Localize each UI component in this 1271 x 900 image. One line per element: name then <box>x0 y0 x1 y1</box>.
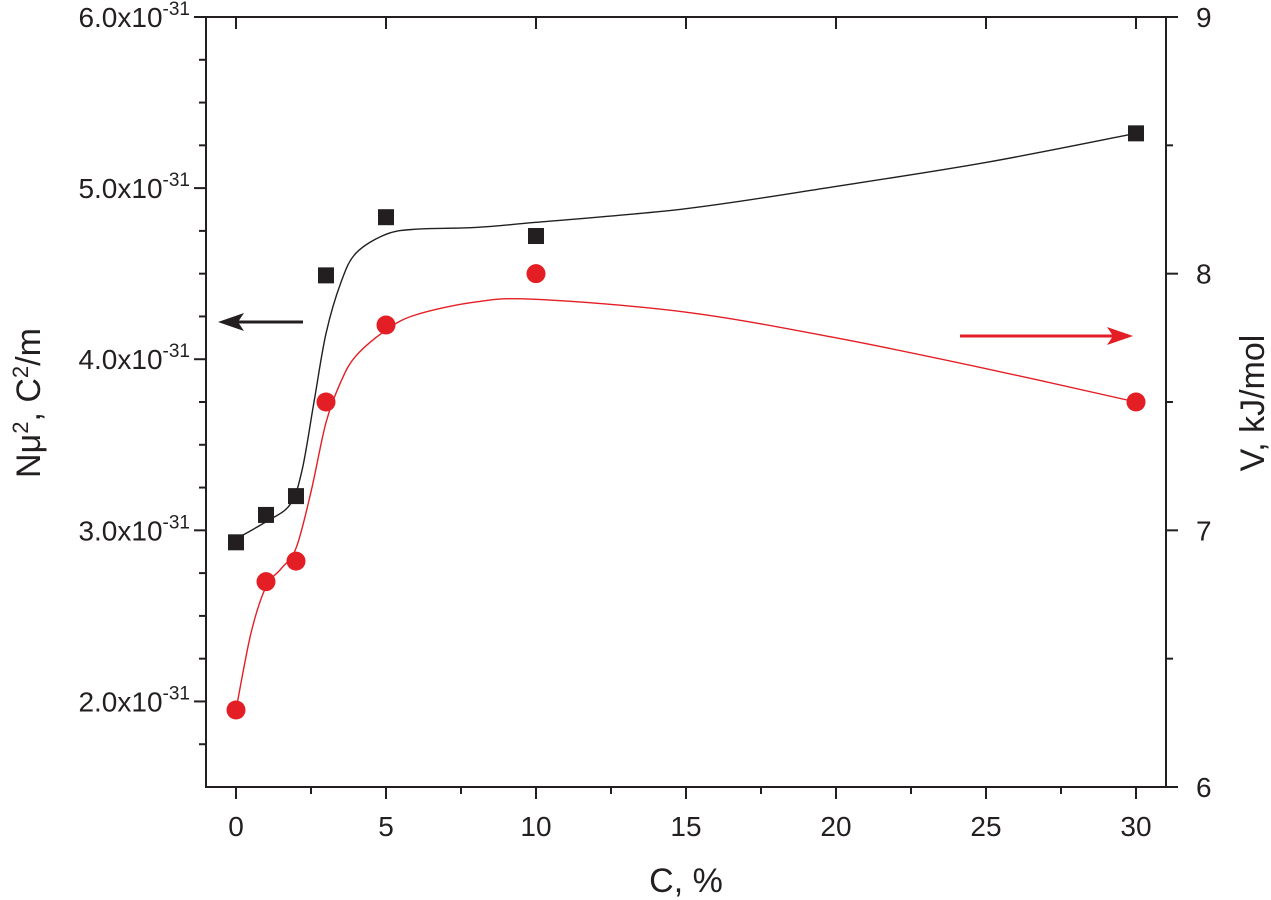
arrow-left-head <box>218 313 244 331</box>
data-point-circle <box>1126 392 1146 412</box>
x-tick-label: 0 <box>228 811 244 842</box>
y-label-mu: μ <box>10 434 48 454</box>
y-axis-label-right: V, kJ/mol <box>1234 335 1271 472</box>
x-tick-label: 20 <box>820 811 851 842</box>
fit-curve-dipole <box>235 132 1137 540</box>
y-left-tick-label: 3.0x10-31 <box>78 512 190 546</box>
data-point-circle <box>376 315 396 335</box>
x-tick-label: 15 <box>670 811 701 842</box>
y-label-prefix: N <box>10 453 48 478</box>
data-point-square <box>528 228 544 245</box>
y-left-tick-label: 4.0x10-31 <box>78 341 190 375</box>
y-axis-label-left: Nμ2, C2/m <box>8 328 49 478</box>
y-right-tick-label: 6 <box>1196 772 1212 803</box>
data-point-square <box>228 534 244 551</box>
x-axis-label: C, % <box>649 862 723 900</box>
data-point-square <box>318 267 334 284</box>
arrow-right-head <box>1107 327 1133 345</box>
y-right-tick-label: 7 <box>1196 515 1212 546</box>
plot-frame <box>205 16 1167 788</box>
annotations <box>218 313 1133 345</box>
y-label-sup: 2 <box>8 422 33 434</box>
data-point-circle <box>526 264 546 284</box>
data-point-circle <box>226 700 246 720</box>
y-right-tick-label: 9 <box>1196 2 1212 33</box>
data-markers <box>226 125 1146 720</box>
data-point-circle <box>286 551 306 571</box>
y-label-sup2: 2 <box>8 366 33 378</box>
fit-curve-energy <box>235 297 1137 711</box>
y-label-middle: , C <box>10 378 48 421</box>
y-label-suffix: /m <box>10 328 48 366</box>
x-tick-label: 25 <box>970 811 1001 842</box>
data-point-square <box>288 488 304 505</box>
data-point-circle <box>256 572 276 592</box>
y-right-tick-label: 8 <box>1196 259 1212 290</box>
axes: 0 5 10 15 20 25 30 2.0x10-31 3.0x10-31 4.0x10-31 5… <box>78 0 1211 842</box>
data-point-square <box>1128 125 1144 142</box>
x-tick-label: 10 <box>520 811 551 842</box>
data-point-circle <box>316 392 336 412</box>
x-tick-label: 30 <box>1120 811 1151 842</box>
y-left-tick-label: 5.0x10-31 <box>78 170 190 204</box>
fit-curves <box>235 132 1137 711</box>
y-left-tick-label: 2.0x10-31 <box>78 683 190 717</box>
y-left-tick-label: 6.0x10-31 <box>78 0 190 33</box>
data-point-square <box>258 506 274 523</box>
data-point-square <box>378 209 394 226</box>
x-tick-label: 5 <box>378 811 394 842</box>
